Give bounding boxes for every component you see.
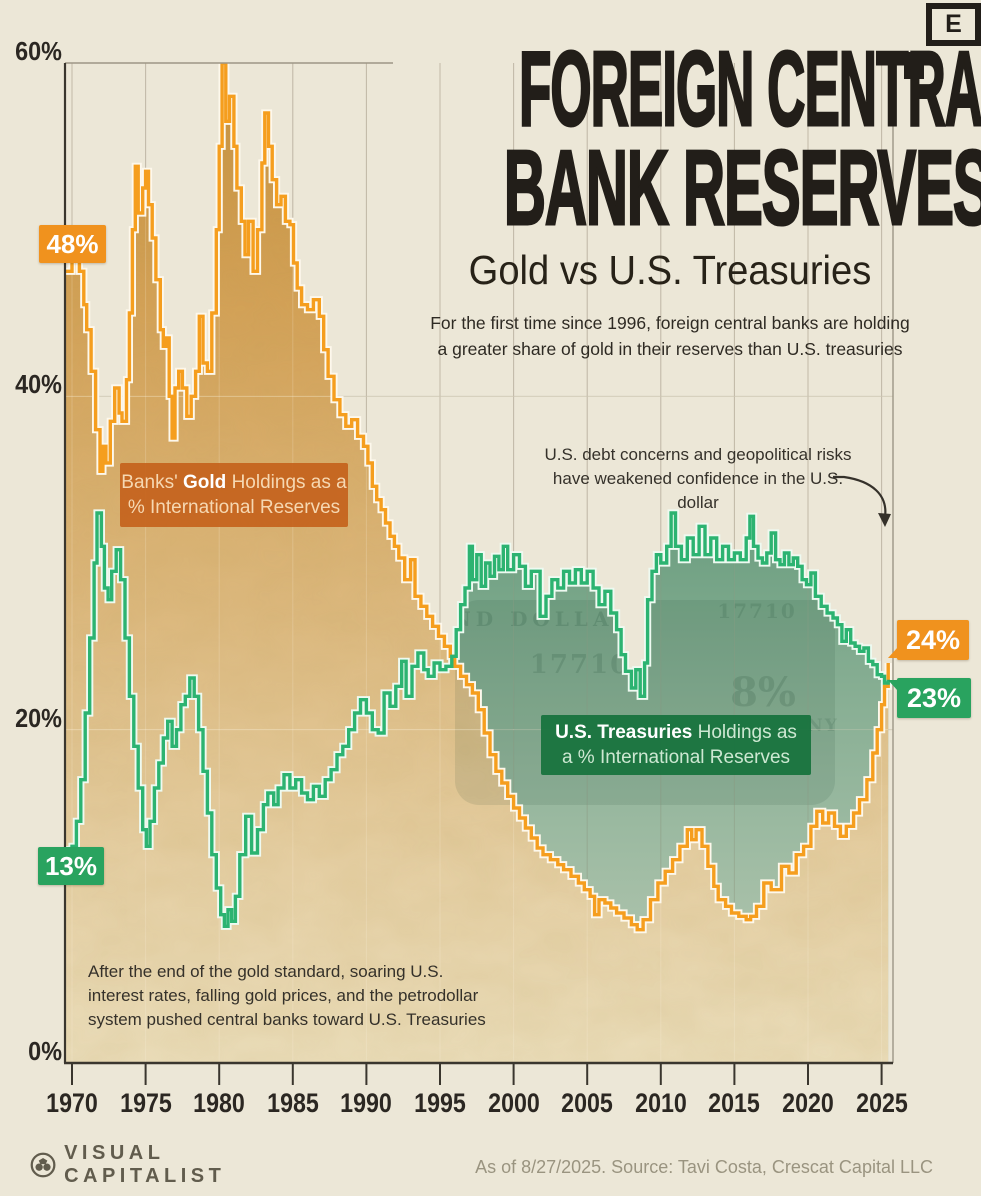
treasury-series-label-line1: U.S. Treasuries Holdings as: [541, 720, 811, 745]
treasury-start-value: 13%: [44, 850, 98, 881]
visual-capitalist-logo: VISUAL CAPITALIST: [30, 1142, 300, 1187]
gold-end-value: 24%: [905, 624, 961, 655]
description-line2: a greater share of gold in their reserve…: [437, 339, 903, 360]
bottom-annotation-line3: system pushed central banks toward U.S. …: [88, 1010, 486, 1030]
x-axis-label: 2005: [561, 1088, 614, 1118]
gold-start-badge: 48%: [39, 225, 106, 263]
treasury-end-badge: 23%: [888, 678, 971, 718]
watermark-text: ND DOLLA: [453, 607, 614, 631]
treasury-series-label-line2: a % International Reserves: [561, 747, 791, 768]
watermark-text: 17710: [717, 599, 797, 623]
gold-label-suffix: Holdings as a: [231, 471, 347, 493]
annotation-arrow: [833, 475, 891, 527]
x-axis-label: 2000: [487, 1088, 540, 1118]
gold-end-badge: 24%: [888, 620, 969, 660]
x-axis-label: 1975: [119, 1088, 172, 1118]
page-subtitle: Gold vs U.S. Treasuries: [468, 247, 872, 294]
bottom-annotation: After the end of the gold standard, soar…: [88, 960, 488, 1032]
x-axis-label: 1980: [193, 1088, 246, 1118]
watermark-text: 8%: [730, 669, 796, 716]
gold-label-prefix: Banks': [121, 471, 178, 493]
page-description: For the first time since 1996, foreign c…: [368, 310, 972, 363]
treasury-end-value: 23%: [906, 682, 962, 713]
header: FOREIGN CENTRAL BANK RESERVES Gold vs U.…: [368, 30, 981, 363]
watermark-text: NY: [807, 716, 839, 736]
gold-series-label-line1: Banks' Gold Holdings as a: [120, 470, 348, 495]
elements-logo-letter: E: [945, 10, 962, 38]
y-axis-label: 60%: [15, 35, 63, 66]
gold-series-label: Banks' Gold Holdings as a % Internationa…: [120, 463, 348, 527]
watermark-text: 17710: [530, 650, 630, 680]
treasury-line: [65, 511, 890, 928]
gold-series-label-line2: % International Reserves: [127, 497, 341, 518]
bottom-annotation-line1: After the end of the gold standard, soar…: [88, 962, 444, 981]
y-axis-label: 20%: [15, 702, 63, 733]
x-axis-label: 2025: [855, 1088, 908, 1118]
gold-start-value: 48%: [46, 228, 99, 259]
x-axis-label: 1995: [414, 1088, 466, 1118]
x-axis-label: 1970: [46, 1088, 98, 1118]
source-note: As of 8/27/2025. Source: Tavi Costa, Cre…: [475, 1157, 933, 1177]
y-axis-label: 0%: [28, 1036, 63, 1066]
treasury-start-badge: 13%: [38, 847, 104, 885]
bottom-annotation-line2: interest rates, falling gold prices, and…: [88, 986, 479, 1006]
top-annotation-line1: U.S. debt concerns and geopolitical risk…: [544, 445, 852, 464]
series-lines: [65, 63, 892, 934]
gold-label-bold: Gold: [183, 471, 227, 493]
binoculars-icon: [30, 1152, 56, 1178]
x-axis-label: 2015: [708, 1088, 761, 1118]
gold-line: [65, 63, 890, 932]
x-axis-label: 2020: [782, 1088, 834, 1118]
top-annotation: U.S. debt concerns and geopolitical risk…: [538, 443, 858, 515]
x-axis-label: 1990: [340, 1088, 393, 1118]
elements-logo-square: [904, 52, 924, 79]
x-axis-label: 2010: [634, 1088, 687, 1118]
description-line1: For the first time since 1996, foreign c…: [430, 313, 910, 334]
top-annotation-line2: have weakened confidence in the U.S. dol…: [552, 469, 844, 513]
y-axis-label: 40%: [15, 369, 63, 400]
page-title-line2: BANK RESERVES: [503, 128, 981, 247]
x-axis-label: 1985: [266, 1088, 319, 1118]
page-title-line1: FOREIGN CENTRAL: [518, 30, 981, 148]
brand-wordmark: VISUAL CAPITALIST: [64, 1142, 226, 1187]
treasury-series-label: U.S. Treasuries Holdings as a % Internat…: [541, 715, 811, 775]
elements-logo: E: [926, 3, 981, 46]
treasury-label-suffix: Holdings as: [697, 721, 797, 743]
treasury-label-bold: U.S. Treasuries: [555, 721, 693, 743]
